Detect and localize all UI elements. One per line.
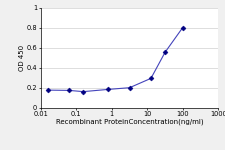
X-axis label: Recombinant ProteinConcentration(ng/ml): Recombinant ProteinConcentration(ng/ml) <box>56 119 203 125</box>
Y-axis label: OD 450: OD 450 <box>19 45 25 71</box>
